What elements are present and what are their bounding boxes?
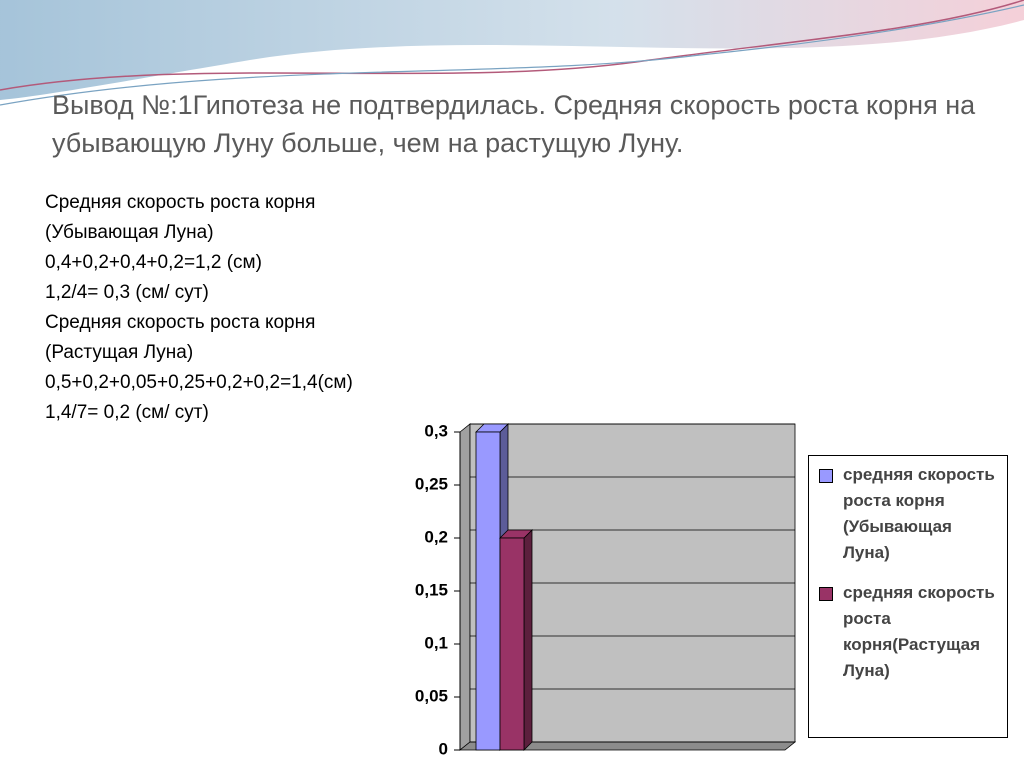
legend-item: средняя скорость роста корня (Убывающая … <box>817 462 1001 566</box>
text-line: (Растущая Луна) <box>45 342 194 363</box>
text-line: Средняя скорость роста корня <box>45 192 316 213</box>
text-line: (Убывающая Луна) <box>45 222 214 243</box>
text-block: Средняя скорость роста корня (Убывающая Л… <box>45 188 353 428</box>
text-line: 1,2/4= 0,3 (см/ сут) <box>45 282 209 303</box>
left-wall <box>459 423 471 751</box>
slide-title: Вывод №:1Гипотеза не подтвердилась. Сред… <box>52 90 976 158</box>
y-tick-label: 0,1 <box>424 633 448 652</box>
legend-label: средняя скорость роста корня(Растущая Лу… <box>843 583 995 680</box>
y-tick-label: 0 <box>439 739 448 758</box>
y-tick-label: 0,15 <box>415 580 448 599</box>
text-line: 0,5+0,2+0,05+0,25+0,2+0,2=1,4(см) <box>45 372 353 393</box>
legend: средняя скорость роста корня (Убывающая … <box>808 455 1008 738</box>
header-decoration <box>0 0 1024 106</box>
bar <box>475 431 501 751</box>
legend-swatch <box>819 587 833 601</box>
text-line: 1,4/7= 0,2 (см/ сут) <box>45 402 209 423</box>
legend-swatch <box>819 469 833 483</box>
legend-label: средняя скорость роста корня (Убывающая … <box>843 465 995 562</box>
y-tick-label: 0,2 <box>424 527 448 546</box>
text-line: Средняя скорость роста корня <box>45 312 316 333</box>
y-tick-label: 0,05 <box>415 686 448 705</box>
y-tick-label: 0,25 <box>415 474 448 493</box>
legend-item: средняя скорость роста корня(Растущая Лу… <box>817 580 1001 684</box>
bar <box>499 537 525 751</box>
bar-side <box>523 529 533 751</box>
text-line: 0,4+0,2+0,4+0,2=1,2 (см) <box>45 252 262 273</box>
y-tick-label: 0,3 <box>424 421 448 440</box>
